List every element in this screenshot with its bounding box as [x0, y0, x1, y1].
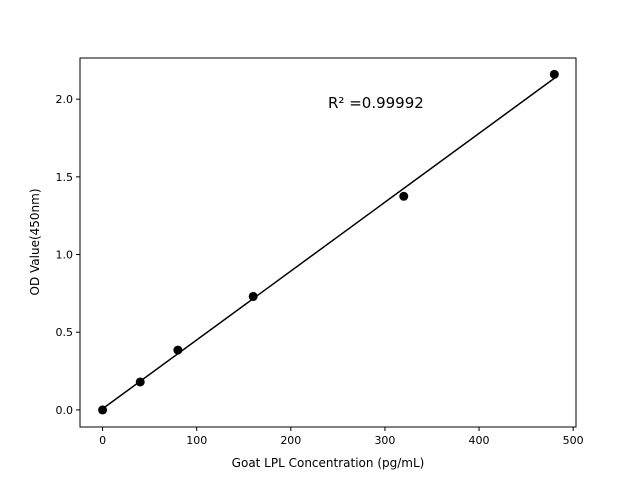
y-tick-label: 2.0: [56, 93, 74, 106]
data-points: [98, 69, 559, 415]
x-tick-label: 500: [563, 434, 584, 447]
x-axis: 0 100 200 300 400 500: [99, 427, 584, 447]
x-tick-label: 0: [99, 434, 106, 447]
y-tick-label: 0.0: [56, 404, 74, 417]
x-tick-label: 300: [374, 434, 395, 447]
y-tick-label: 1.0: [56, 249, 74, 262]
x-tick-label: 200: [280, 434, 301, 447]
x-axis-label: Goat LPL Concentration (pg/mL): [232, 456, 425, 470]
y-tick-label: 0.5: [56, 326, 74, 339]
data-point: [173, 345, 183, 355]
data-point: [98, 405, 108, 415]
x-tick-label: 100: [186, 434, 207, 447]
y-axis-label: OD Value(450nm): [28, 188, 42, 295]
r-squared-annotation: R² =0.99992: [328, 94, 424, 112]
data-point: [248, 291, 258, 301]
data-point: [135, 377, 145, 387]
y-axis: 0.0 0.5 1.0 1.5 2.0: [56, 93, 80, 417]
y-tick-label: 1.5: [56, 171, 74, 184]
data-point: [549, 69, 559, 79]
data-point: [399, 191, 409, 201]
x-tick-label: 400: [469, 434, 490, 447]
